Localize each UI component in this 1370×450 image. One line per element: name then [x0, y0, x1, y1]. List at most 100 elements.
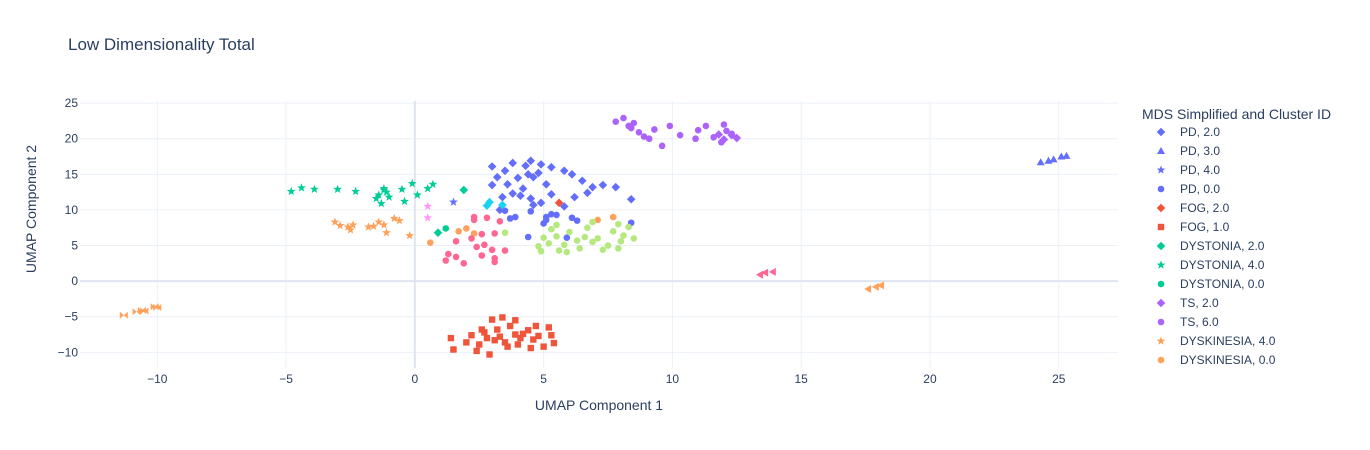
data-point	[527, 208, 535, 215]
data-point	[498, 200, 507, 210]
data-point	[496, 333, 504, 340]
data-point	[470, 213, 478, 221]
data-point	[535, 242, 542, 250]
legend-item-label[interactable]: PD, 0.0	[1180, 182, 1220, 196]
x-tick-label: 5	[540, 372, 547, 386]
data-point	[768, 267, 776, 276]
data-point	[530, 336, 537, 343]
data-point	[500, 166, 510, 176]
data-point	[554, 198, 564, 208]
data-point	[553, 221, 560, 229]
legend-item-label[interactable]: DYSTONIA, 0.0	[1180, 277, 1265, 291]
data-point	[1036, 158, 1045, 166]
data-point	[589, 238, 596, 246]
legend-marker-icon	[1157, 223, 1165, 231]
legend-title: MDS Simplified and Cluster ID	[1142, 106, 1331, 122]
data-point	[463, 339, 470, 346]
legend-item-label[interactable]: TS, 2.0	[1180, 296, 1219, 310]
data-point	[604, 242, 612, 249]
legend-item-label[interactable]: PD, 3.0	[1180, 144, 1220, 158]
data-point	[488, 316, 496, 323]
data-point	[517, 334, 524, 342]
data-point	[553, 232, 560, 240]
data-point	[495, 205, 505, 215]
y-tick-label: 25	[65, 96, 79, 110]
data-point	[426, 239, 434, 246]
x-axis-ticks: −10 −5 0 5 10 15 20 25	[147, 372, 1066, 386]
data-point	[583, 188, 592, 198]
data-point	[536, 160, 546, 169]
data-point	[666, 122, 674, 130]
data-point	[487, 180, 497, 190]
data-point	[491, 230, 498, 237]
data-point	[335, 221, 345, 230]
data-point	[371, 193, 381, 203]
data-point	[547, 189, 556, 199]
legend-item-label[interactable]: DYSKINESIA, 4.0	[1180, 334, 1276, 348]
legend-item-label[interactable]: DYSTONIA, 2.0	[1180, 239, 1265, 253]
data-point	[499, 314, 506, 321]
y-tick-label: −10	[58, 345, 79, 359]
data-point	[630, 235, 638, 242]
data-point	[516, 191, 525, 200]
data-point	[449, 197, 458, 206]
data-point	[498, 192, 507, 202]
data-point	[630, 119, 638, 127]
data-point	[405, 230, 415, 240]
data-point	[877, 281, 885, 290]
data-point	[529, 200, 538, 210]
data-point	[598, 180, 608, 190]
y-tick-label: 15	[65, 167, 79, 181]
data-point	[559, 202, 569, 211]
data-point	[594, 216, 602, 224]
y-axis-ticks: −10 −5 0 5 10 15 20 25	[58, 96, 79, 359]
data-point	[382, 228, 391, 237]
legend-item-label[interactable]: PD, 2.0	[1180, 125, 1220, 139]
data-point	[576, 245, 583, 252]
data-point	[532, 322, 540, 330]
x-tick-label: 0	[411, 372, 418, 386]
legend-marker-icon	[1156, 298, 1166, 308]
data-point	[488, 246, 496, 254]
data-point	[473, 243, 480, 251]
data-point	[450, 346, 457, 353]
data-point	[720, 121, 728, 128]
data-point	[513, 173, 523, 183]
legend-marker-icon	[1156, 336, 1166, 345]
legend-item-label[interactable]: DYSTONIA, 4.0	[1180, 258, 1265, 272]
data-point	[455, 227, 462, 235]
data-point	[723, 127, 730, 135]
data-point	[555, 247, 563, 254]
legend-item-label[interactable]: TS, 6.0	[1180, 315, 1219, 329]
data-point	[761, 268, 769, 277]
data-point	[518, 184, 528, 193]
data-point	[343, 222, 353, 231]
data-point	[481, 329, 488, 336]
data-point	[625, 223, 632, 231]
legend-item-label[interactable]: DYSKINESIA, 0.0	[1180, 353, 1276, 367]
data-point	[374, 190, 384, 199]
data-point	[423, 183, 433, 193]
data-point	[501, 247, 509, 254]
data-point	[482, 201, 492, 210]
data-point	[346, 225, 355, 234]
data-point	[491, 337, 498, 344]
legend-item-label[interactable]: FOG, 1.0	[1180, 220, 1230, 234]
legend-marker-icon	[1157, 280, 1165, 288]
data-point	[718, 138, 725, 146]
data-point	[407, 178, 417, 188]
data-point	[382, 187, 391, 196]
data-point	[577, 176, 587, 186]
legend-item-label[interactable]: FOG, 2.0	[1180, 201, 1230, 215]
data-point	[460, 260, 468, 267]
data-point	[658, 142, 666, 150]
x-tick-label: −5	[279, 372, 293, 386]
data-point	[573, 217, 581, 224]
data-point	[573, 237, 581, 244]
data-point	[491, 258, 498, 266]
data-point	[452, 237, 460, 245]
data-point	[560, 241, 568, 249]
data-point	[612, 118, 620, 125]
legend-item-label[interactable]: PD, 4.0	[1180, 163, 1220, 177]
legend[interactable]: MDS Simplified and Cluster ID PD, 2.0 PD,…	[1142, 106, 1331, 367]
